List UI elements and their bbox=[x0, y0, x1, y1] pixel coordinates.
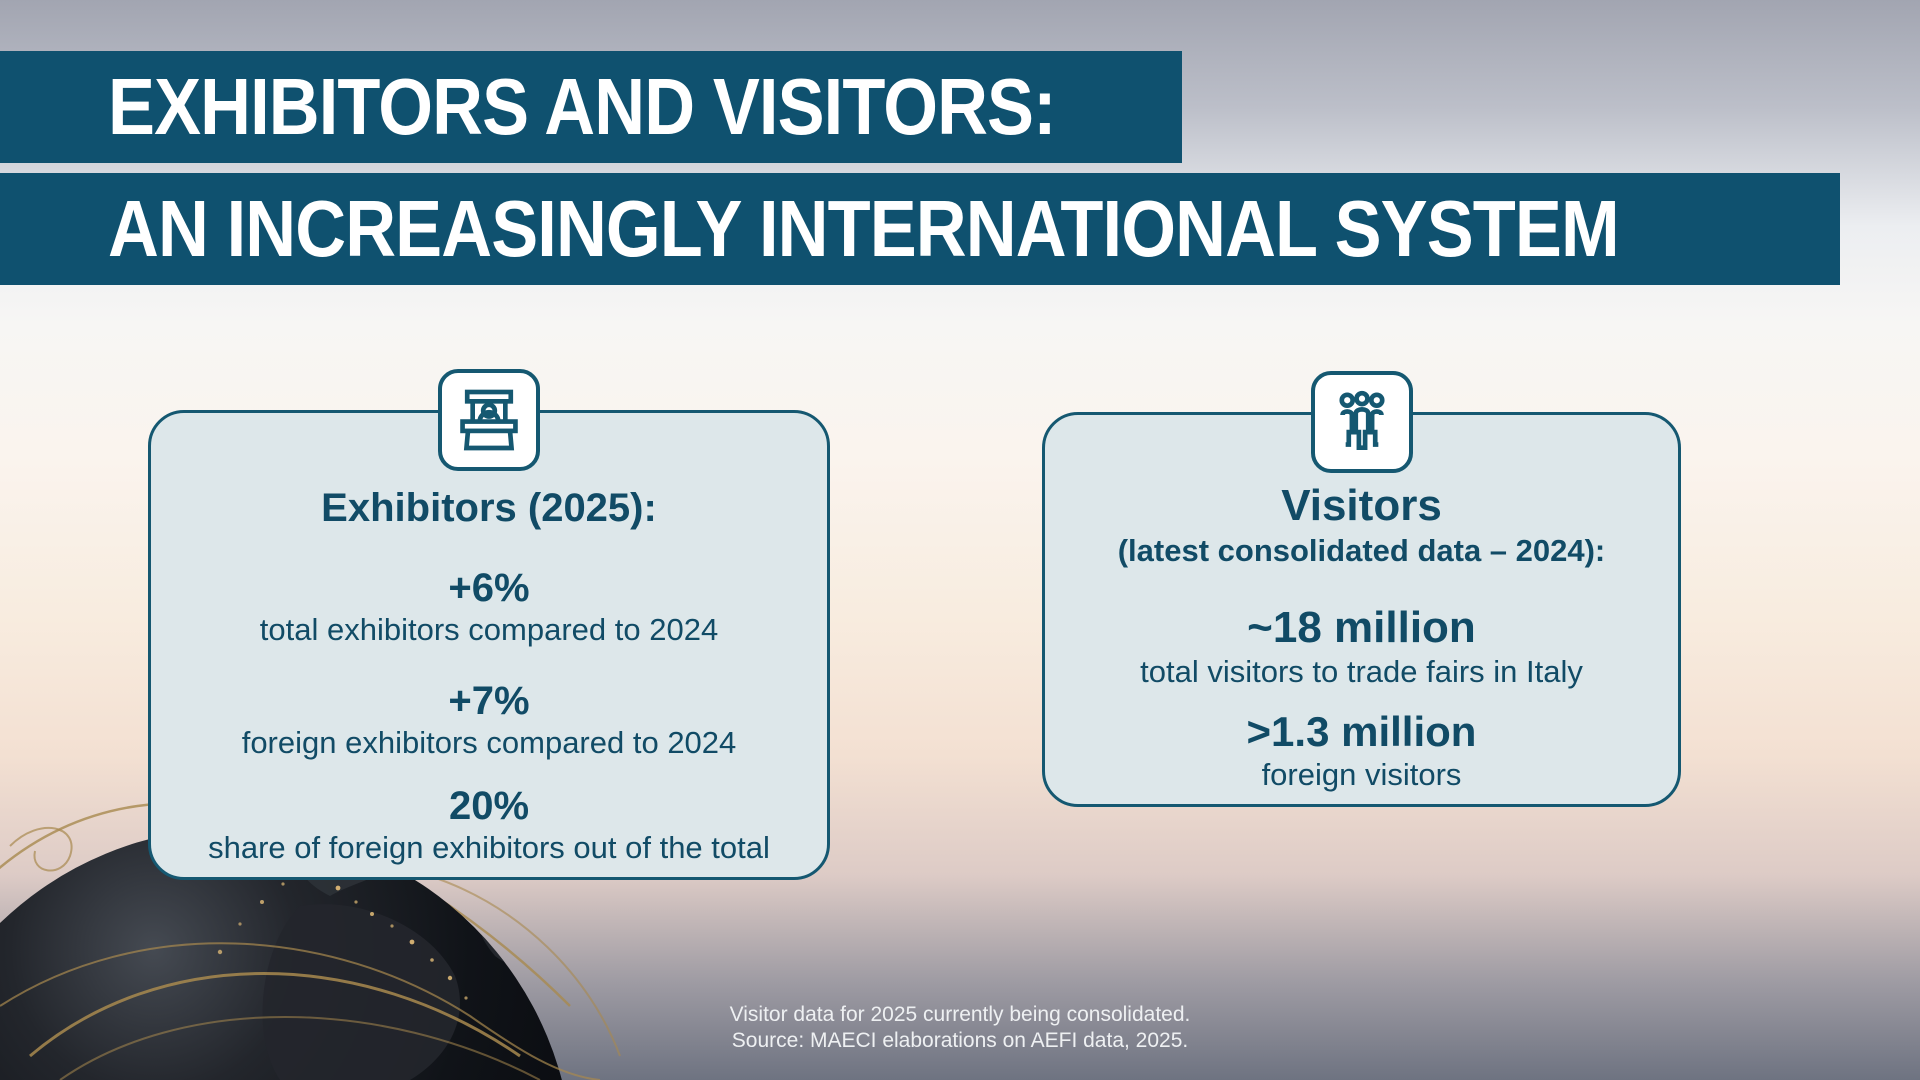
visitors-group-icon-glyph bbox=[1338, 390, 1385, 450]
stat-value: ~18 million bbox=[1247, 602, 1476, 652]
stat-label: total exhibitors compared to 2024 bbox=[259, 612, 719, 647]
stat-label: foreign visitors bbox=[1261, 757, 1462, 793]
footer-line-2: Source: MAECI elaborations on AEFI data,… bbox=[731, 1029, 1189, 1053]
exhibitor-booth-icon-glyph bbox=[460, 389, 518, 451]
stat-total-visitors: ~18 million total visitors to trade fair… bbox=[1045, 603, 1678, 692]
globe-image bbox=[0, 801, 621, 1080]
footer-note: Visitor data for 2025 currently being co… bbox=[0, 1002, 1920, 1054]
globe-wires-front bbox=[0, 875, 621, 1080]
visitors-group-icon bbox=[1310, 371, 1413, 473]
title-bar-1: EXHIBITORS AND VISITORS: bbox=[0, 51, 1182, 163]
stat-foreign-exhibitors: +7% foreign exhibitors compared to 2024 bbox=[151, 678, 827, 763]
exhibitors-heading: Exhibitors (2025): bbox=[321, 486, 657, 530]
visitors-heading: Visitors bbox=[1281, 481, 1442, 530]
footer-line-1: Visitor data for 2025 currently being co… bbox=[729, 1003, 1191, 1026]
stat-foreign-share: 20% share of foreign exhibitors out of t… bbox=[151, 783, 827, 868]
visitors-subheading: (latest consolidated data – 2024): bbox=[1117, 532, 1606, 568]
title-line-2: AN INCREASINGLY INTERNATIONAL SYSTEM bbox=[108, 184, 1620, 273]
stat-label: share of foreign exhibitors out of the t… bbox=[208, 829, 770, 865]
stat-value: +7% bbox=[448, 678, 530, 723]
stat-value: 20% bbox=[448, 783, 530, 828]
exhibitor-booth-icon bbox=[438, 369, 540, 471]
exhibitors-card: Exhibitors (2025): +6% total exhibitors … bbox=[148, 369, 830, 880]
stat-label: foreign exhibitors compared to 2024 bbox=[241, 724, 737, 760]
stat-total-exhibitors: +6% total exhibitors compared to 2024 bbox=[151, 565, 827, 650]
stat-label: total visitors to trade fairs in Italy bbox=[1140, 654, 1583, 690]
stat-value: +6% bbox=[448, 566, 530, 610]
title-line-1: EXHIBITORS AND VISITORS: bbox=[108, 62, 1057, 151]
title-bar-2: AN INCREASINGLY INTERNATIONAL SYSTEM bbox=[0, 173, 1840, 285]
stat-value: >1.3 million bbox=[1246, 708, 1477, 756]
stat-foreign-visitors: >1.3 million foreign visitors bbox=[1045, 708, 1678, 795]
visitors-card: Visitors (latest consolidated data – 202… bbox=[1042, 371, 1681, 807]
